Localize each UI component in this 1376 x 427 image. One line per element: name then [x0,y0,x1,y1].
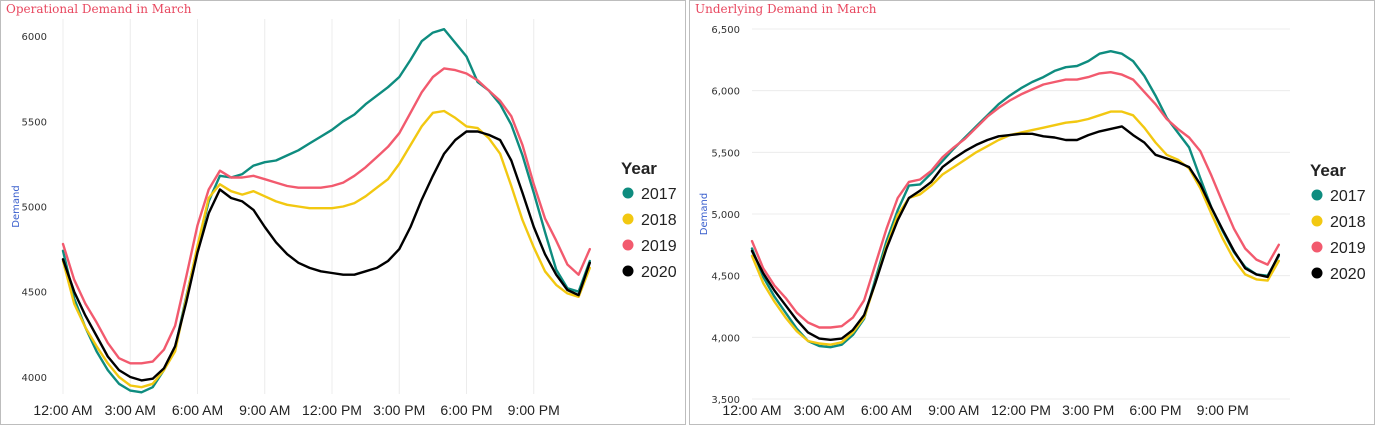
x-tick-label: 9:00 AM [239,402,290,418]
series-line-2017 [750,50,1280,349]
y-tick-label: 6,500 [711,25,740,36]
series-line-2018 [750,110,1280,346]
legend-marker-2020 [622,265,634,277]
x-tick-label: 6:00 PM [1129,402,1181,418]
x-tick-label: 9:00 PM [1197,402,1249,418]
legend-item-2019: 2019 [1330,240,1366,257]
x-tick-label: 12:00 AM [722,402,781,418]
y-tick-label: 5,500 [711,148,740,159]
series-line-2019 [750,70,1280,329]
operational-demand-chart: 4000 4500 5000 5500 6000 12:00 AM 3:00 AM 6:00 … [11,19,677,418]
legend-item-2018: 2018 [1330,214,1366,231]
operational-demand-panel: 4000 4500 5000 5500 6000 12:00 AM 3:00 AM 6:00 … [0,0,686,425]
y-tick-label: 5500 [22,117,47,128]
series-line-2020 [750,125,1280,341]
x-tick-label: 12:00 PM [302,402,362,418]
y-tick-label: 4,500 [711,272,740,283]
legend-item-2019: 2019 [641,238,677,255]
x-tick-label: 6:00 PM [440,402,492,418]
x-tick-label: 3:00 PM [1062,402,1114,418]
y-tick-label: 4,000 [711,333,740,344]
y-axis-label: Demand [699,193,710,235]
legend-marker-2020 [1311,267,1323,279]
x-tick-label: 3:00 AM [105,402,156,418]
y-tick-label: 4500 [22,288,47,299]
legend-marker-2019 [1311,241,1323,253]
chart-title: Operational Demand in March [6,2,192,16]
legend-item-2020: 2020 [641,264,677,281]
y-tick-label: 3,500 [711,395,740,406]
y-axis-label: Demand [11,185,22,227]
legend-item-2017: 2017 [1330,188,1366,205]
y-tick-label: 6000 [22,32,47,43]
underlying-demand-chart: 3,500 4,000 4,500 5,000 5,500 6,000 6,500 12:00… [699,25,1366,418]
x-tick-label: 6:00 AM [172,402,223,418]
series-line-2019 [61,67,591,365]
legend-marker-2019 [622,239,634,251]
y-tick-label: 6,000 [711,87,740,98]
underlying-demand-panel: 3,500 4,000 4,500 5,000 5,500 6,000 6,500 12:00… [689,0,1375,425]
x-tick-label: 9:00 PM [508,402,560,418]
legend-item-2017: 2017 [641,186,677,203]
x-tick-label: 3:00 AM [794,402,845,418]
chart-title: Underlying Demand in March [695,2,877,16]
series-line-2018 [61,109,591,389]
legend-marker-2017 [622,187,634,199]
legend-marker-2017 [1311,189,1323,201]
y-tick-label: 4000 [22,373,47,384]
x-tick-label: 12:00 PM [991,402,1051,418]
legend-marker-2018 [1311,215,1323,227]
legend-title: Year [621,159,657,178]
series-line-2020 [61,130,591,382]
legend-item-2018: 2018 [641,212,677,229]
x-tick-label: 3:00 PM [373,402,425,418]
y-tick-label: 5000 [22,203,47,214]
y-tick-label: 5,000 [711,210,740,221]
legend-item-2020: 2020 [1330,266,1366,283]
x-tick-label: 6:00 AM [861,402,912,418]
legend-marker-2018 [622,213,634,225]
legend-title: Year [1310,161,1346,180]
x-tick-label: 9:00 AM [928,402,979,418]
x-tick-label: 12:00 AM [33,402,92,418]
series-line-2017 [61,28,591,394]
